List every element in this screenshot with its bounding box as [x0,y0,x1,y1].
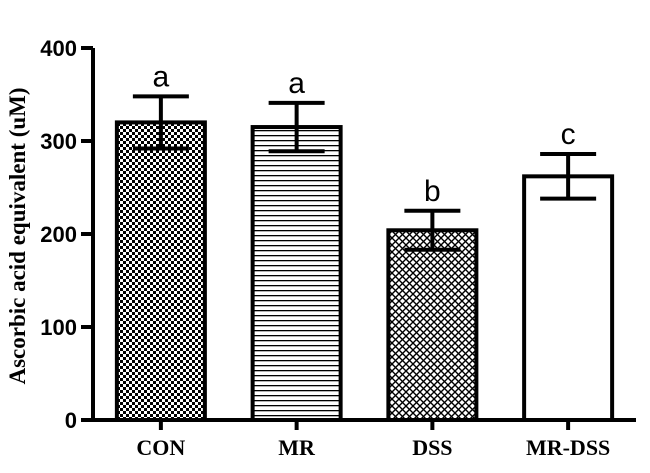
significance-letter: a [288,67,305,100]
significance-letter: a [153,60,170,93]
bars: a a b c [114,60,615,423]
bar-mr-dss [522,174,615,422]
x-tick-label: DSS [412,435,452,460]
y-tick-label: 0 [65,408,77,433]
y-tick-label: 200 [40,222,77,247]
y-tick-label: 300 [40,129,77,154]
x-tick-label: MR [278,435,316,460]
bar-mr [250,125,343,423]
x-tick-label: CON [136,435,185,460]
y-axis-label: Ascorbic acid equivalent (uM) [5,87,30,384]
y-tick-label: 100 [40,315,77,340]
y-tick-label: 400 [40,36,77,61]
bar-con [114,120,207,423]
x-tick-label: MR-DSS [526,435,610,460]
significance-letter: b [424,175,441,208]
significance-letter: c [561,118,576,151]
bar-dss [386,228,479,422]
